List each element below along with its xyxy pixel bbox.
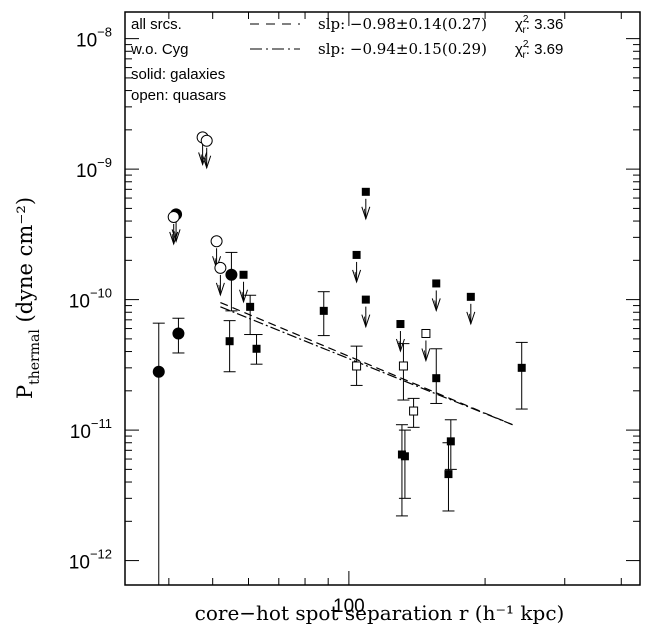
data-point <box>466 292 476 326</box>
marker-filled-square <box>446 437 455 446</box>
chart-marks <box>152 131 528 585</box>
upper-limit-arrow-inner <box>398 340 401 352</box>
y-tick-label: 10−10 <box>69 286 112 313</box>
chart-legend: all srcs. w.o. Cyg solid: galaxies open: qu… <box>130 14 563 104</box>
data-point <box>430 348 443 404</box>
marker-filled-square <box>319 306 328 315</box>
upper-limit-arrow-inner <box>171 233 175 245</box>
data-point <box>361 295 371 329</box>
data-point <box>250 334 263 365</box>
upper-limit-arrow-inner <box>468 313 472 324</box>
legend-note: solid: galaxies <box>131 66 225 83</box>
upper-limit-arrow-inner <box>424 350 427 361</box>
data-point <box>350 345 363 386</box>
legend-chi-text: χ2 r: 3.69 <box>515 39 563 61</box>
marker-open-square <box>409 406 419 416</box>
data-point <box>172 317 185 354</box>
upper-limit-arrow-inner <box>363 208 367 219</box>
y-axis-label: Pthermal (dyne cm⁻²) <box>13 197 43 399</box>
data-point <box>239 270 249 304</box>
data-point <box>225 251 238 312</box>
marker-open-square <box>421 328 431 338</box>
marker-filled-square <box>466 292 475 301</box>
marker-filled-square <box>361 295 370 304</box>
marker-filled-square <box>517 363 526 372</box>
legend-slope-text: slp: −0.94±0.15(0.29) <box>318 40 487 58</box>
y-tick-label: 10−12 <box>69 547 112 574</box>
upper-limit-arrow-head <box>421 348 431 363</box>
data-point <box>395 320 405 353</box>
marker-filled-square <box>361 187 370 196</box>
data-point <box>152 322 165 585</box>
marker-filled-square <box>252 344 261 353</box>
data-point <box>317 291 330 337</box>
upper-limit-arrow-inner <box>363 316 367 327</box>
marker-filled-square <box>239 270 248 279</box>
data-point <box>398 429 411 499</box>
marker-filled-square <box>225 337 234 346</box>
data-point <box>361 187 371 221</box>
marker-filled-square <box>396 320 405 329</box>
fit-line-1 <box>220 301 513 426</box>
data-point <box>200 134 213 170</box>
marker-filled-circle <box>225 268 238 281</box>
legend-chi-text: χ2 r: 3.36 <box>515 14 563 36</box>
data-point <box>442 442 455 512</box>
data-point <box>515 341 528 410</box>
marker-filled-square <box>444 470 453 479</box>
marker-open-circle <box>210 235 223 248</box>
data-point <box>421 328 431 363</box>
marker-open-circle <box>200 134 213 147</box>
data-point <box>223 320 236 373</box>
upper-limit-arrow-inner <box>204 157 208 168</box>
data-point <box>167 210 180 246</box>
legend-note: all srcs. <box>131 16 182 33</box>
upper-limit-arrow-inner <box>354 271 357 282</box>
data-point <box>431 279 441 313</box>
marker-filled-square <box>400 452 409 461</box>
data-point <box>244 294 257 336</box>
marker-filled-square <box>246 302 255 311</box>
marker-filled-circle <box>172 327 185 340</box>
upper-limit-arrow-inner <box>174 231 177 242</box>
y-tick-label: 10−8 <box>76 25 112 52</box>
marker-open-circle <box>167 210 180 223</box>
marker-filled-square <box>432 374 441 383</box>
x-tick-label: 100 <box>333 596 365 617</box>
marker-filled-square <box>352 250 361 259</box>
data-point <box>407 397 420 428</box>
y-tick-label: 10−9 <box>76 155 112 182</box>
fit-line-2 <box>220 306 513 426</box>
data-point <box>444 419 457 470</box>
data-point <box>397 343 410 401</box>
upper-limit-arrow-inner <box>241 291 244 302</box>
upper-limit-arrow-inner <box>434 300 437 311</box>
data-point <box>352 250 362 284</box>
legend-slope-text: slp: −0.98±0.14(0.27) <box>318 15 487 33</box>
upper-limit-arrow-inner <box>200 154 204 165</box>
plot-frame <box>124 11 641 586</box>
marker-open-square <box>398 361 408 371</box>
x-axis-label: core−hot spot separation r (h⁻¹ kpc) <box>195 601 565 625</box>
y-tick-label: 10−11 <box>70 416 112 443</box>
marker-filled-circle <box>152 365 165 378</box>
data-point <box>395 424 408 517</box>
marker-filled-square <box>432 279 441 288</box>
marker-open-square <box>352 361 362 371</box>
marker-open-circle <box>214 261 227 274</box>
legend-note: w.o. Cyg <box>130 41 189 58</box>
data-point <box>214 261 227 297</box>
legend-note: open: quasars <box>131 87 226 104</box>
upper-limit-arrow-inner <box>218 284 221 295</box>
